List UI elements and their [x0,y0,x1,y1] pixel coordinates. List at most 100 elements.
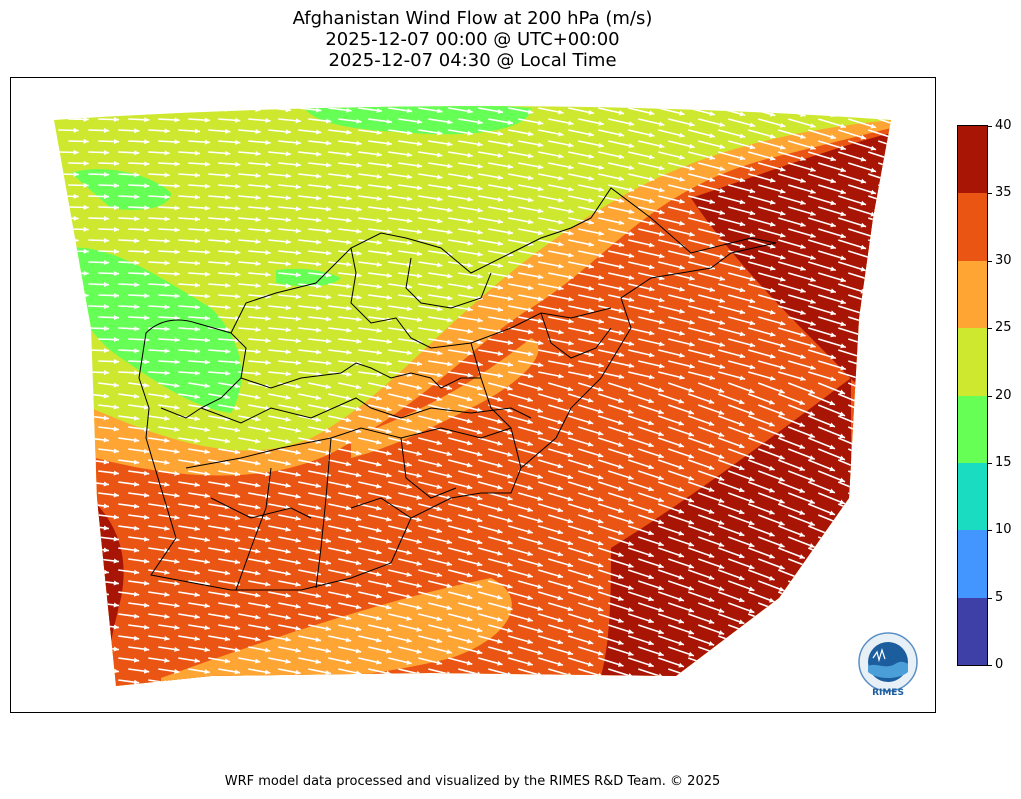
wind-vector-head [558,241,564,247]
wind-vector-head [507,627,513,633]
wind-vector-head [225,370,231,376]
wind-vector-head [769,287,776,293]
wind-vector-head [224,482,231,488]
wind-vector-head [194,416,200,422]
wind-vector-head [598,340,604,346]
wind-vector-head [437,284,443,290]
wind-vector [878,272,891,283]
wind-vector-head [315,659,321,665]
wind-vector-head [224,636,231,642]
wind-vector-head [648,530,654,536]
wind-vector-head [749,166,756,172]
wind-vector [908,273,935,282]
wind-vector [847,448,876,461]
wind-vector-head [749,696,755,701]
wind-vector-head [870,123,877,129]
wind-vector-head [779,388,785,394]
wind-vector-head [748,652,755,658]
wind-vector-head [73,347,79,353]
wind-vector-head [356,294,362,300]
wind-vector-head [889,401,891,406]
wind-vector-head [437,196,443,202]
wind-vector-head [537,142,544,148]
wind-vector-head [143,514,150,520]
wind-vector-head [254,504,261,510]
wind-vector-head [194,548,200,554]
wind-vector-head [326,206,332,212]
wind-vector-head [447,229,453,235]
wind-vector-head [325,670,331,676]
wind-vector-head [870,299,877,305]
wind-vector-head [174,359,180,365]
wind-vector-head [840,233,846,239]
wind-vector-head [658,453,664,459]
province-line [210,497,312,519]
wind-vector-head [224,460,231,466]
wind-vector-head [648,132,655,138]
wind-vector-head [859,598,866,604]
wind-vector [878,118,891,129]
wind-vector [838,107,867,118]
wind-vector-head [467,152,473,158]
wind-vector-head [194,438,200,444]
wind-vector [868,107,891,118]
wind-vector-head [447,163,453,169]
wind-vector-head [285,195,291,201]
wind-vector-head [477,185,483,191]
wind-vector-head [346,371,352,377]
wind-vector-head [658,143,665,149]
wind-vector-head [315,505,321,511]
wind-vector-head [345,439,352,445]
wind-vector-head [749,320,756,326]
wind-vector-head [507,694,512,699]
wind-vector-head [264,515,271,521]
wind-vector-head [709,177,715,182]
wind-vector-head [859,510,866,516]
wind-vector-head [164,260,170,266]
wind-vector-head [174,602,180,608]
wind-vector-head [658,253,665,259]
wind-vector-head [507,473,513,479]
wind-vector-head [658,651,664,657]
wind-vector-head [265,316,271,322]
wind-vector-head [628,121,635,127]
wind-vector [877,580,891,594]
wind-vector-head [860,310,867,316]
wind-vector-head [143,602,150,608]
wind-vector-head [588,263,594,269]
wind-vector-head [537,584,543,589]
wind-vector-head [658,475,664,481]
wind-vector-head [295,383,301,389]
wind-vector-head [174,139,180,145]
wind-vector-head [325,626,331,632]
country-border [138,187,777,591]
wind-vector-head [558,373,564,379]
wind-vector [298,679,322,686]
wind-vector [728,691,754,700]
wind-vector-head [143,404,150,410]
wind-vector-head [708,531,715,536]
wind-vector-head [386,582,392,588]
wind-vector-head [476,451,483,457]
wind-vector-head [507,451,513,457]
wind-speed-fill [54,106,935,701]
wind-vector-head [416,229,423,235]
wind-vector-head [164,106,170,112]
wind-vector-head [466,440,473,446]
wind-vector-head [628,695,634,700]
wind-vector-head [598,362,604,368]
wind-vector-head [204,359,211,365]
wind-vector-head [860,156,867,162]
wind-vector-head [134,348,140,354]
wind-vector [727,646,755,658]
wind-vector-head [234,493,241,499]
wind-vector-head [840,189,846,195]
wind-vector-head [446,561,453,567]
wind-vector-head [829,664,835,670]
band-15-20-west-a [71,169,171,210]
wind-vector [898,526,925,538]
wind-vector [418,679,443,686]
wind-vector-head [869,543,876,549]
wind-vector-head [316,129,322,135]
wind-vector-head [224,394,231,400]
